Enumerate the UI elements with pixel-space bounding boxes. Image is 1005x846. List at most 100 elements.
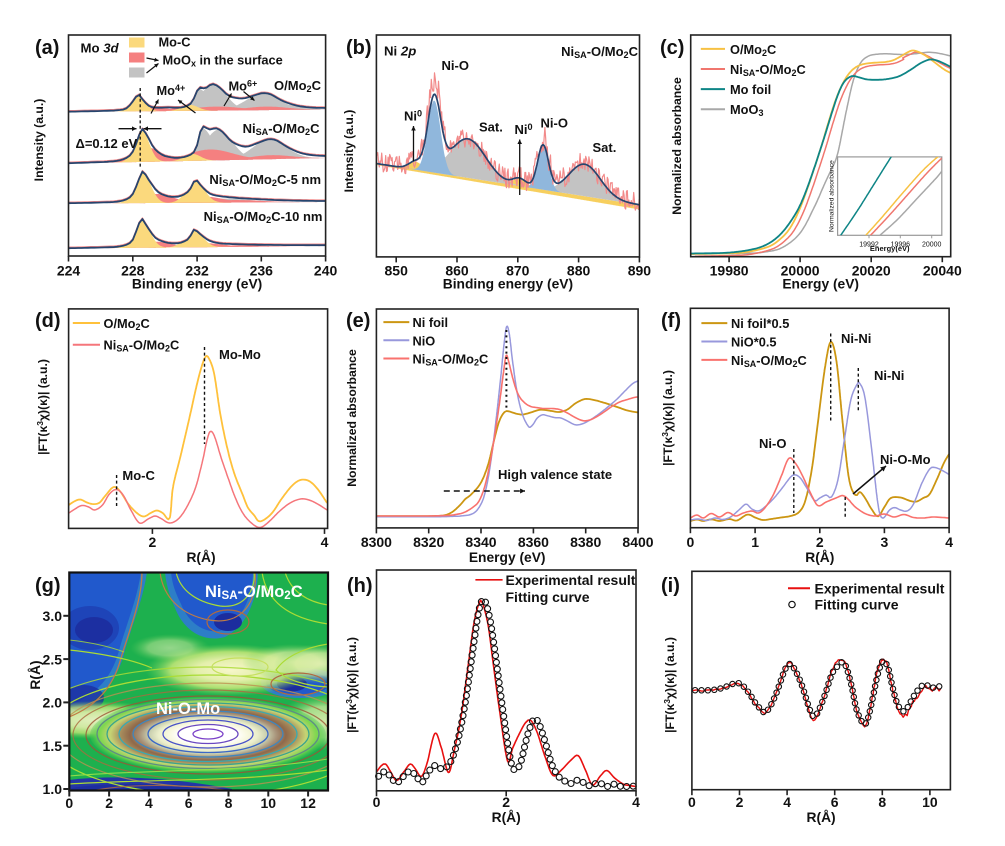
svg-text:8400: 8400 [622, 534, 653, 550]
svg-text:224: 224 [57, 262, 81, 278]
svg-text:890: 890 [628, 262, 652, 278]
svg-text:236: 236 [250, 262, 274, 278]
svg-text:Binding energy (eV): Binding energy (eV) [132, 277, 262, 292]
svg-text:(d): (d) [35, 310, 61, 332]
svg-text:Ni 2p: Ni 2p [384, 44, 416, 59]
svg-text:O/Mo2C: O/Mo2C [104, 316, 150, 332]
svg-text:860: 860 [445, 262, 469, 278]
svg-text:2: 2 [502, 794, 510, 810]
svg-text:MoO3: MoO3 [730, 102, 763, 118]
svg-text:8360: 8360 [518, 534, 549, 550]
svg-text:2: 2 [149, 534, 157, 550]
svg-text:8340: 8340 [465, 534, 496, 550]
svg-text:|FT(κ3χ)(κ)| (a.u.): |FT(κ3χ)(κ)| (a.u.) [344, 637, 359, 733]
svg-text:(e): (e) [346, 310, 370, 332]
svg-text:Ni-O: Ni-O [442, 58, 469, 73]
svg-text:228: 228 [121, 262, 145, 278]
svg-text:Sat.: Sat. [479, 120, 503, 135]
svg-text:1.0: 1.0 [43, 781, 63, 797]
svg-text:Energy (eV): Energy (eV) [469, 550, 546, 565]
svg-text:O/Mo2C: O/Mo2C [730, 42, 776, 58]
svg-text:3.0: 3.0 [43, 608, 63, 624]
svg-text:880: 880 [567, 262, 591, 278]
svg-text:2: 2 [736, 794, 744, 810]
svg-text:20000: 20000 [922, 241, 942, 248]
svg-text:(g): (g) [35, 575, 61, 597]
svg-text:Mo 3d: Mo 3d [81, 41, 120, 56]
svg-text:(f): (f) [661, 310, 681, 332]
svg-text:Mo-Mo: Mo-Mo [219, 347, 261, 362]
svg-text:Mo foil: Mo foil [730, 82, 771, 97]
svg-text:Ni-O-Mo: Ni-O-Mo [156, 700, 220, 718]
svg-text:0: 0 [687, 534, 695, 550]
svg-text:Fitting curve: Fitting curve [815, 597, 899, 613]
svg-text:|FT(κ3χ)(κ)| (a.u.): |FT(κ3χ)(κ)| (a.u.) [662, 637, 677, 733]
svg-text:10: 10 [261, 795, 277, 811]
svg-text:R(Å): R(Å) [807, 809, 836, 825]
svg-text:Experimental result: Experimental result [815, 581, 945, 597]
svg-text:(i): (i) [661, 575, 680, 597]
svg-text:2: 2 [816, 534, 824, 550]
svg-text:Energy (eV): Energy (eV) [782, 277, 859, 292]
svg-text:6: 6 [831, 794, 839, 810]
svg-text:NiSA-O/Mo2C-5 nm: NiSA-O/Mo2C-5 nm [209, 172, 321, 188]
svg-text:NiO*0.5: NiO*0.5 [731, 335, 777, 350]
svg-text:Ni-O-Mo: Ni-O-Mo [880, 452, 931, 467]
svg-text:20040: 20040 [923, 262, 962, 278]
svg-text:Normalized absorbance: Normalized absorbance [829, 160, 836, 232]
svg-text:1.5: 1.5 [43, 738, 63, 754]
svg-text:Ni-Ni: Ni-Ni [874, 368, 904, 383]
svg-text:Energy(eV): Energy(eV) [870, 244, 910, 253]
svg-text:3: 3 [881, 534, 889, 550]
svg-text:Δ=0.12 eV: Δ=0.12 eV [76, 136, 138, 151]
svg-text:8380: 8380 [570, 534, 601, 550]
svg-text:1: 1 [751, 534, 759, 550]
svg-text:850: 850 [385, 262, 409, 278]
svg-text:Ni-Ni: Ni-Ni [841, 331, 871, 346]
svg-text:8: 8 [878, 794, 886, 810]
svg-text:Intensity (a.u.): Intensity (a.u.) [32, 99, 46, 182]
svg-text:4: 4 [783, 794, 791, 810]
svg-text:0: 0 [373, 794, 381, 810]
svg-text:8320: 8320 [413, 534, 444, 550]
svg-text:O/Mo2C: O/Mo2C [274, 78, 322, 94]
svg-text:2.5: 2.5 [43, 651, 63, 667]
svg-text:Binding energy (eV): Binding energy (eV) [443, 277, 573, 292]
svg-text:8300: 8300 [361, 534, 392, 550]
svg-text:R(Å): R(Å) [186, 549, 215, 565]
svg-text:19992: 19992 [859, 241, 879, 248]
svg-text:|FT(κ3χ)(κ)| (a.u.): |FT(κ3χ)(κ)| (a.u.) [660, 370, 675, 466]
svg-text:Intensity (a.u.): Intensity (a.u.) [342, 110, 356, 193]
svg-text:0: 0 [688, 794, 696, 810]
svg-text:4: 4 [145, 795, 153, 811]
svg-text:|FT(κ3χ)(κ)| (a.u.): |FT(κ3χ)(κ)| (a.u.) [35, 359, 50, 455]
svg-text:Mo-C: Mo-C [159, 35, 191, 50]
svg-text:Mo-C: Mo-C [122, 468, 155, 483]
svg-text:10: 10 [922, 794, 938, 810]
svg-text:(b): (b) [346, 37, 372, 59]
svg-text:Ni-O: Ni-O [541, 116, 568, 131]
svg-text:870: 870 [506, 262, 530, 278]
svg-text:19980: 19980 [710, 262, 749, 278]
svg-text:20020: 20020 [852, 262, 891, 278]
svg-text:4: 4 [632, 794, 640, 810]
svg-text:12: 12 [300, 795, 316, 811]
svg-text:NiSA-O/Mo2C-10 nm: NiSA-O/Mo2C-10 nm [204, 209, 323, 225]
svg-text:0: 0 [65, 795, 73, 811]
svg-text:MoOx in the surface: MoOx in the surface [163, 53, 283, 69]
svg-text:8: 8 [225, 795, 233, 811]
svg-text:240: 240 [314, 262, 338, 278]
svg-text:NiO: NiO [413, 333, 436, 348]
svg-text:(a): (a) [35, 37, 59, 59]
svg-text:Ni foil*0.5: Ni foil*0.5 [731, 316, 789, 331]
svg-text:2: 2 [105, 795, 113, 811]
svg-text:Normalized absorbance: Normalized absorbance [345, 349, 359, 487]
svg-text:232: 232 [185, 262, 209, 278]
svg-text:Normalized absorbance: Normalized absorbance [670, 77, 684, 215]
svg-text:4: 4 [945, 534, 953, 550]
svg-text:19996: 19996 [891, 241, 911, 248]
svg-text:Ni-O: Ni-O [759, 436, 786, 451]
svg-text:High valence state: High valence state [498, 467, 612, 482]
svg-text:(c): (c) [660, 37, 684, 59]
svg-text:4: 4 [321, 534, 329, 550]
